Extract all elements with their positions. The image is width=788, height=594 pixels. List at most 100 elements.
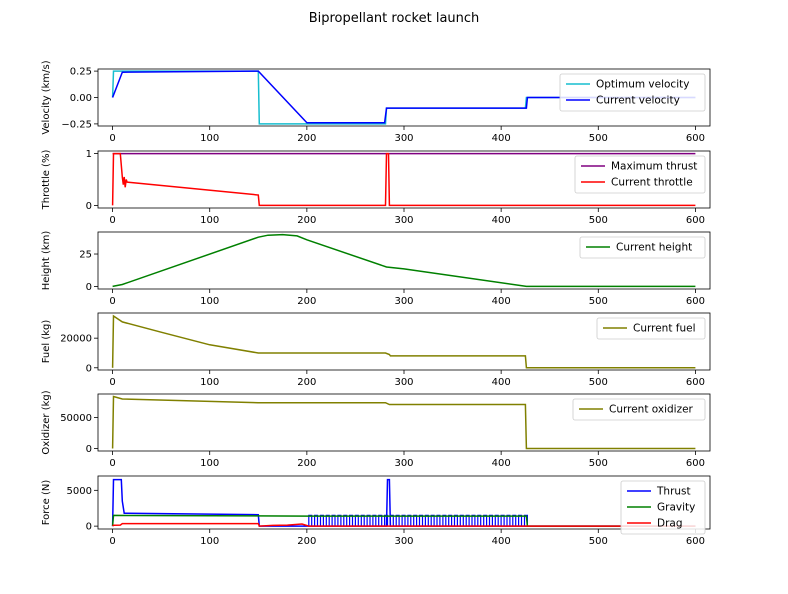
y-tick-label: 25 (79, 250, 92, 261)
x-tick-label: 500 (589, 536, 608, 547)
series-line-1 (111, 314, 696, 369)
legend-box (620, 480, 706, 535)
subplot-5: 0 100 200 300 400 500 600 0 50000 Oxidizer (kg) Cu… (41, 390, 711, 469)
series-line-1 (111, 395, 696, 450)
x-tick-label: 200 (297, 458, 316, 469)
y-axis-label: Force (N) (41, 480, 52, 526)
x-tick-label: 300 (394, 215, 413, 226)
subplots: 0 100 200 300 400 500 600 −0.25 0.00 0.25 Velocity… (41, 60, 711, 547)
x-tick-label: 300 (394, 133, 413, 144)
x-tick-label: 400 (492, 296, 511, 307)
series-group (111, 152, 696, 207)
series-group (111, 70, 696, 125)
x-tick-label: 500 (589, 215, 608, 226)
x-tick-label: 400 (492, 377, 511, 388)
legend: Current fuel (596, 317, 706, 340)
series-line-3 (112, 522, 696, 527)
legend: Current oxidizer (572, 398, 706, 421)
x-tick-label: 600 (686, 536, 705, 547)
x-tick-label: 300 (394, 377, 413, 388)
y-axis-label: Oxidizer (kg) (41, 390, 52, 454)
legend-box (596, 317, 706, 340)
x-tick-label: 300 (394, 536, 413, 547)
y-tick-label: 0 (86, 282, 92, 293)
legend-label: Maximum thrust (611, 161, 697, 173)
series-group (111, 395, 696, 450)
x-tick-label: 200 (297, 377, 316, 388)
legend-label: Current velocity (596, 95, 680, 107)
y-tick-label: 50000 (60, 413, 92, 424)
series-line-2 (111, 70, 696, 124)
x-tick-label: 400 (492, 133, 511, 144)
x-tick-label: 100 (200, 215, 219, 226)
series-group (111, 478, 696, 527)
legend-label: Current fuel (633, 323, 696, 335)
y-axis-label: Height (km) (41, 231, 52, 291)
legend-label: Gravity (657, 502, 695, 514)
series-group (111, 314, 696, 369)
legend-label: Drag (657, 518, 683, 530)
legend-box (572, 398, 706, 421)
x-tick-label: 200 (297, 215, 316, 226)
legend-box (559, 73, 706, 112)
x-tick-label: 0 (109, 536, 115, 547)
subplot-6: 0 100 200 300 400 500 600 0 5000 Force (N) Thrust G… (41, 475, 711, 547)
x-tick-label: 200 (297, 133, 316, 144)
y-tick-label: 0 (86, 363, 92, 374)
legend-box (574, 155, 706, 194)
legend-label: Current throttle (611, 177, 693, 189)
legend-label: Optimum velocity (596, 79, 689, 91)
x-tick-label: 0 (109, 458, 115, 469)
x-tick-label: 600 (686, 296, 705, 307)
x-tick-label: 500 (589, 377, 608, 388)
series-line-2 (111, 152, 696, 207)
y-axis-label: Velocity (km/s) (41, 60, 52, 134)
x-tick-label: 500 (589, 458, 608, 469)
y-tick-label: 0.00 (70, 93, 92, 104)
subplot-3: 0 100 200 300 400 500 600 0 25 Height (km) Current… (41, 231, 711, 307)
legend-label: Thrust (656, 486, 691, 498)
x-tick-label: 400 (492, 536, 511, 547)
legend: Thrust Gravity Drag (620, 480, 706, 535)
y-tick-label: 0 (86, 522, 92, 533)
subplot-1: 0 100 200 300 400 500 600 −0.25 0.00 0.25 Velocity… (41, 60, 711, 144)
x-tick-label: 200 (297, 536, 316, 547)
x-tick-label: 600 (686, 133, 705, 144)
x-tick-label: 500 (589, 133, 608, 144)
y-tick-label: 0.25 (70, 67, 92, 78)
x-tick-label: 600 (686, 377, 705, 388)
x-tick-label: 500 (589, 296, 608, 307)
legend: Optimum velocity Current velocity (559, 73, 706, 112)
x-tick-label: 400 (492, 458, 511, 469)
y-tick-label: 0 (86, 444, 92, 455)
legend: Maximum thrust Current throttle (574, 155, 706, 194)
x-tick-label: 100 (200, 296, 219, 307)
x-tick-label: 100 (200, 458, 219, 469)
y-tick-label: 5000 (67, 486, 92, 497)
x-tick-label: 0 (109, 377, 115, 388)
series-line-1 (111, 70, 696, 125)
legend-box (579, 236, 706, 259)
x-tick-label: 300 (394, 458, 413, 469)
subplot-2: 0 100 200 300 400 500 600 0 1 Throttle (%) Maximum… (41, 149, 711, 226)
x-tick-label: 100 (200, 377, 219, 388)
x-tick-label: 0 (109, 215, 115, 226)
y-axis-label: Throttle (%) (41, 150, 52, 211)
y-tick-label: −0.25 (61, 119, 92, 130)
figure-title: Bipropellant rocket launch (309, 11, 480, 26)
x-tick-label: 600 (686, 215, 705, 226)
y-tick-label: 20000 (60, 334, 92, 345)
y-axis-label: Fuel (kg) (41, 320, 52, 364)
x-tick-label: 100 (200, 536, 219, 547)
x-tick-label: 0 (109, 296, 115, 307)
series-line-1 (112, 233, 696, 288)
subplot-4: 0 100 200 300 400 500 600 0 20000 Fuel (kg) Curren… (41, 312, 711, 388)
series-group (112, 233, 696, 288)
y-tick-label: 0 (86, 201, 92, 212)
legend-label: Current height (616, 242, 692, 254)
x-tick-label: 200 (297, 296, 316, 307)
x-tick-label: 300 (394, 296, 413, 307)
x-tick-label: 100 (200, 133, 219, 144)
legend: Current height (579, 236, 706, 259)
